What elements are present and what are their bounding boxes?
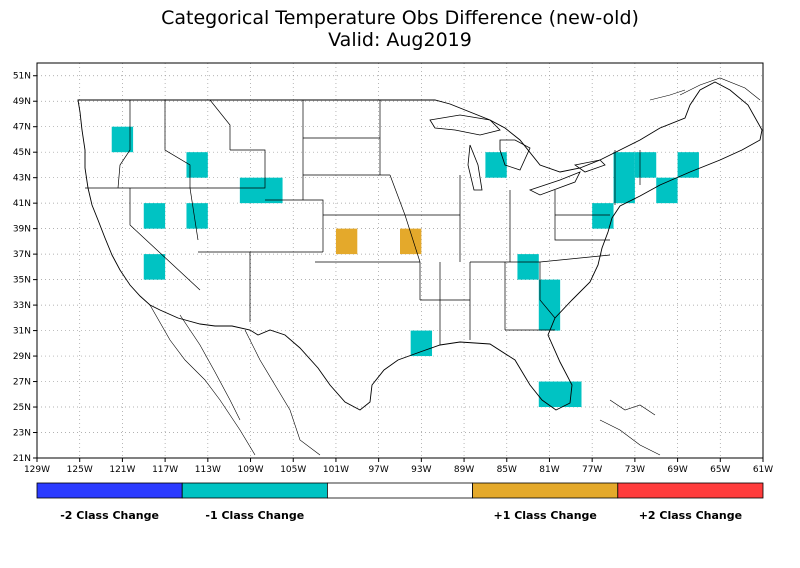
axis-ticks: 129W 125W 121W 117W 113W 109W 105W 101W 97W 93W 89… [13, 72, 773, 475]
anomaly-cell [143, 203, 166, 229]
lat-tick-label: 35N [13, 276, 31, 286]
anomaly-cell [186, 152, 208, 178]
lat-tick-label: 41N [13, 199, 31, 209]
anomaly-cell [410, 330, 433, 357]
lat-tick-label: 21N [13, 454, 31, 464]
map-frame [36, 62, 764, 459]
lat-tick-label: 49N [13, 97, 31, 107]
lat-tick-label: 31N [13, 327, 31, 337]
anomaly-cell [400, 228, 422, 255]
lon-tick-label: 97W [368, 465, 388, 475]
lat-tick-label: 37N [13, 250, 31, 260]
legend-swatch [181, 482, 328, 499]
lat-tick-label: 23N [13, 429, 31, 439]
lon-tick-label: 77W [582, 465, 602, 475]
lon-tick-label: 121W [109, 465, 135, 475]
legend-label: +1 Class Change [494, 509, 597, 522]
anomaly-cell [592, 203, 614, 229]
lon-tick-label: 93W [411, 465, 431, 475]
anomaly-cell [634, 152, 657, 178]
lon-tick-label: 85W [497, 465, 517, 475]
lat-tick-label: 43N [13, 174, 31, 184]
lon-tick-label: 129W [24, 465, 50, 475]
state-lines [85, 99, 641, 345]
anomaly-cell [613, 152, 635, 204]
lat-tick-label: 47N [13, 123, 31, 133]
lon-tick-label: 101W [323, 465, 349, 475]
legend-swatch [36, 482, 183, 499]
legend: -2 Class Change -1 Class Change +1 Class C… [36, 482, 764, 522]
anomaly-cell [517, 254, 539, 280]
anomaly-cell [239, 177, 283, 204]
lat-tick-label: 39N [13, 225, 31, 235]
lon-tick-label: 105W [280, 465, 306, 475]
lon-tick-label: 125W [67, 465, 93, 475]
lon-tick-label: 61W [753, 465, 773, 475]
lon-tick-label: 117W [152, 465, 178, 475]
legend-label: +2 Class Change [639, 509, 742, 522]
anomaly-cell [656, 177, 678, 204]
lon-tick-label: 109W [237, 465, 263, 475]
anomaly-cell [186, 203, 208, 229]
lat-tick-label: 33N [13, 301, 31, 311]
anomaly-cell [335, 228, 358, 255]
legend-swatch [617, 482, 764, 499]
anomaly-cell [143, 254, 166, 280]
anomaly-cell [677, 152, 699, 178]
lat-tick-label: 45N [13, 148, 31, 158]
anomaly-cell [538, 381, 582, 408]
legend-swatch [326, 482, 473, 499]
neighbor-coasts [149, 77, 761, 456]
lon-tick-label: 73W [625, 465, 645, 475]
great-lakes [429, 114, 606, 196]
lon-tick-label: 81W [539, 465, 559, 475]
title-line-1: Categorical Temperature Obs Difference (… [161, 7, 639, 29]
lat-tick-label: 29N [13, 352, 31, 362]
us-outline [77, 81, 763, 411]
anomaly-cell [111, 126, 134, 153]
lat-tick-label: 25N [13, 403, 31, 413]
legend-label: -2 Class Change [60, 509, 159, 522]
lon-tick-label: 69W [667, 465, 687, 475]
anomaly-cell [485, 152, 507, 178]
lon-tick-label: 65W [710, 465, 730, 475]
anomaly-cells [111, 126, 699, 408]
lon-tick-label: 113W [195, 465, 221, 475]
lon-tick-label: 89W [454, 465, 474, 475]
title-line-2: Valid: Aug2019 [328, 29, 472, 51]
lat-tick-label: 51N [13, 72, 31, 82]
anomaly-cell [538, 279, 561, 331]
us-boundaries [77, 77, 763, 456]
lat-tick-label: 27N [13, 378, 31, 388]
legend-swatch [472, 482, 619, 499]
legend-label: -1 Class Change [205, 509, 304, 522]
